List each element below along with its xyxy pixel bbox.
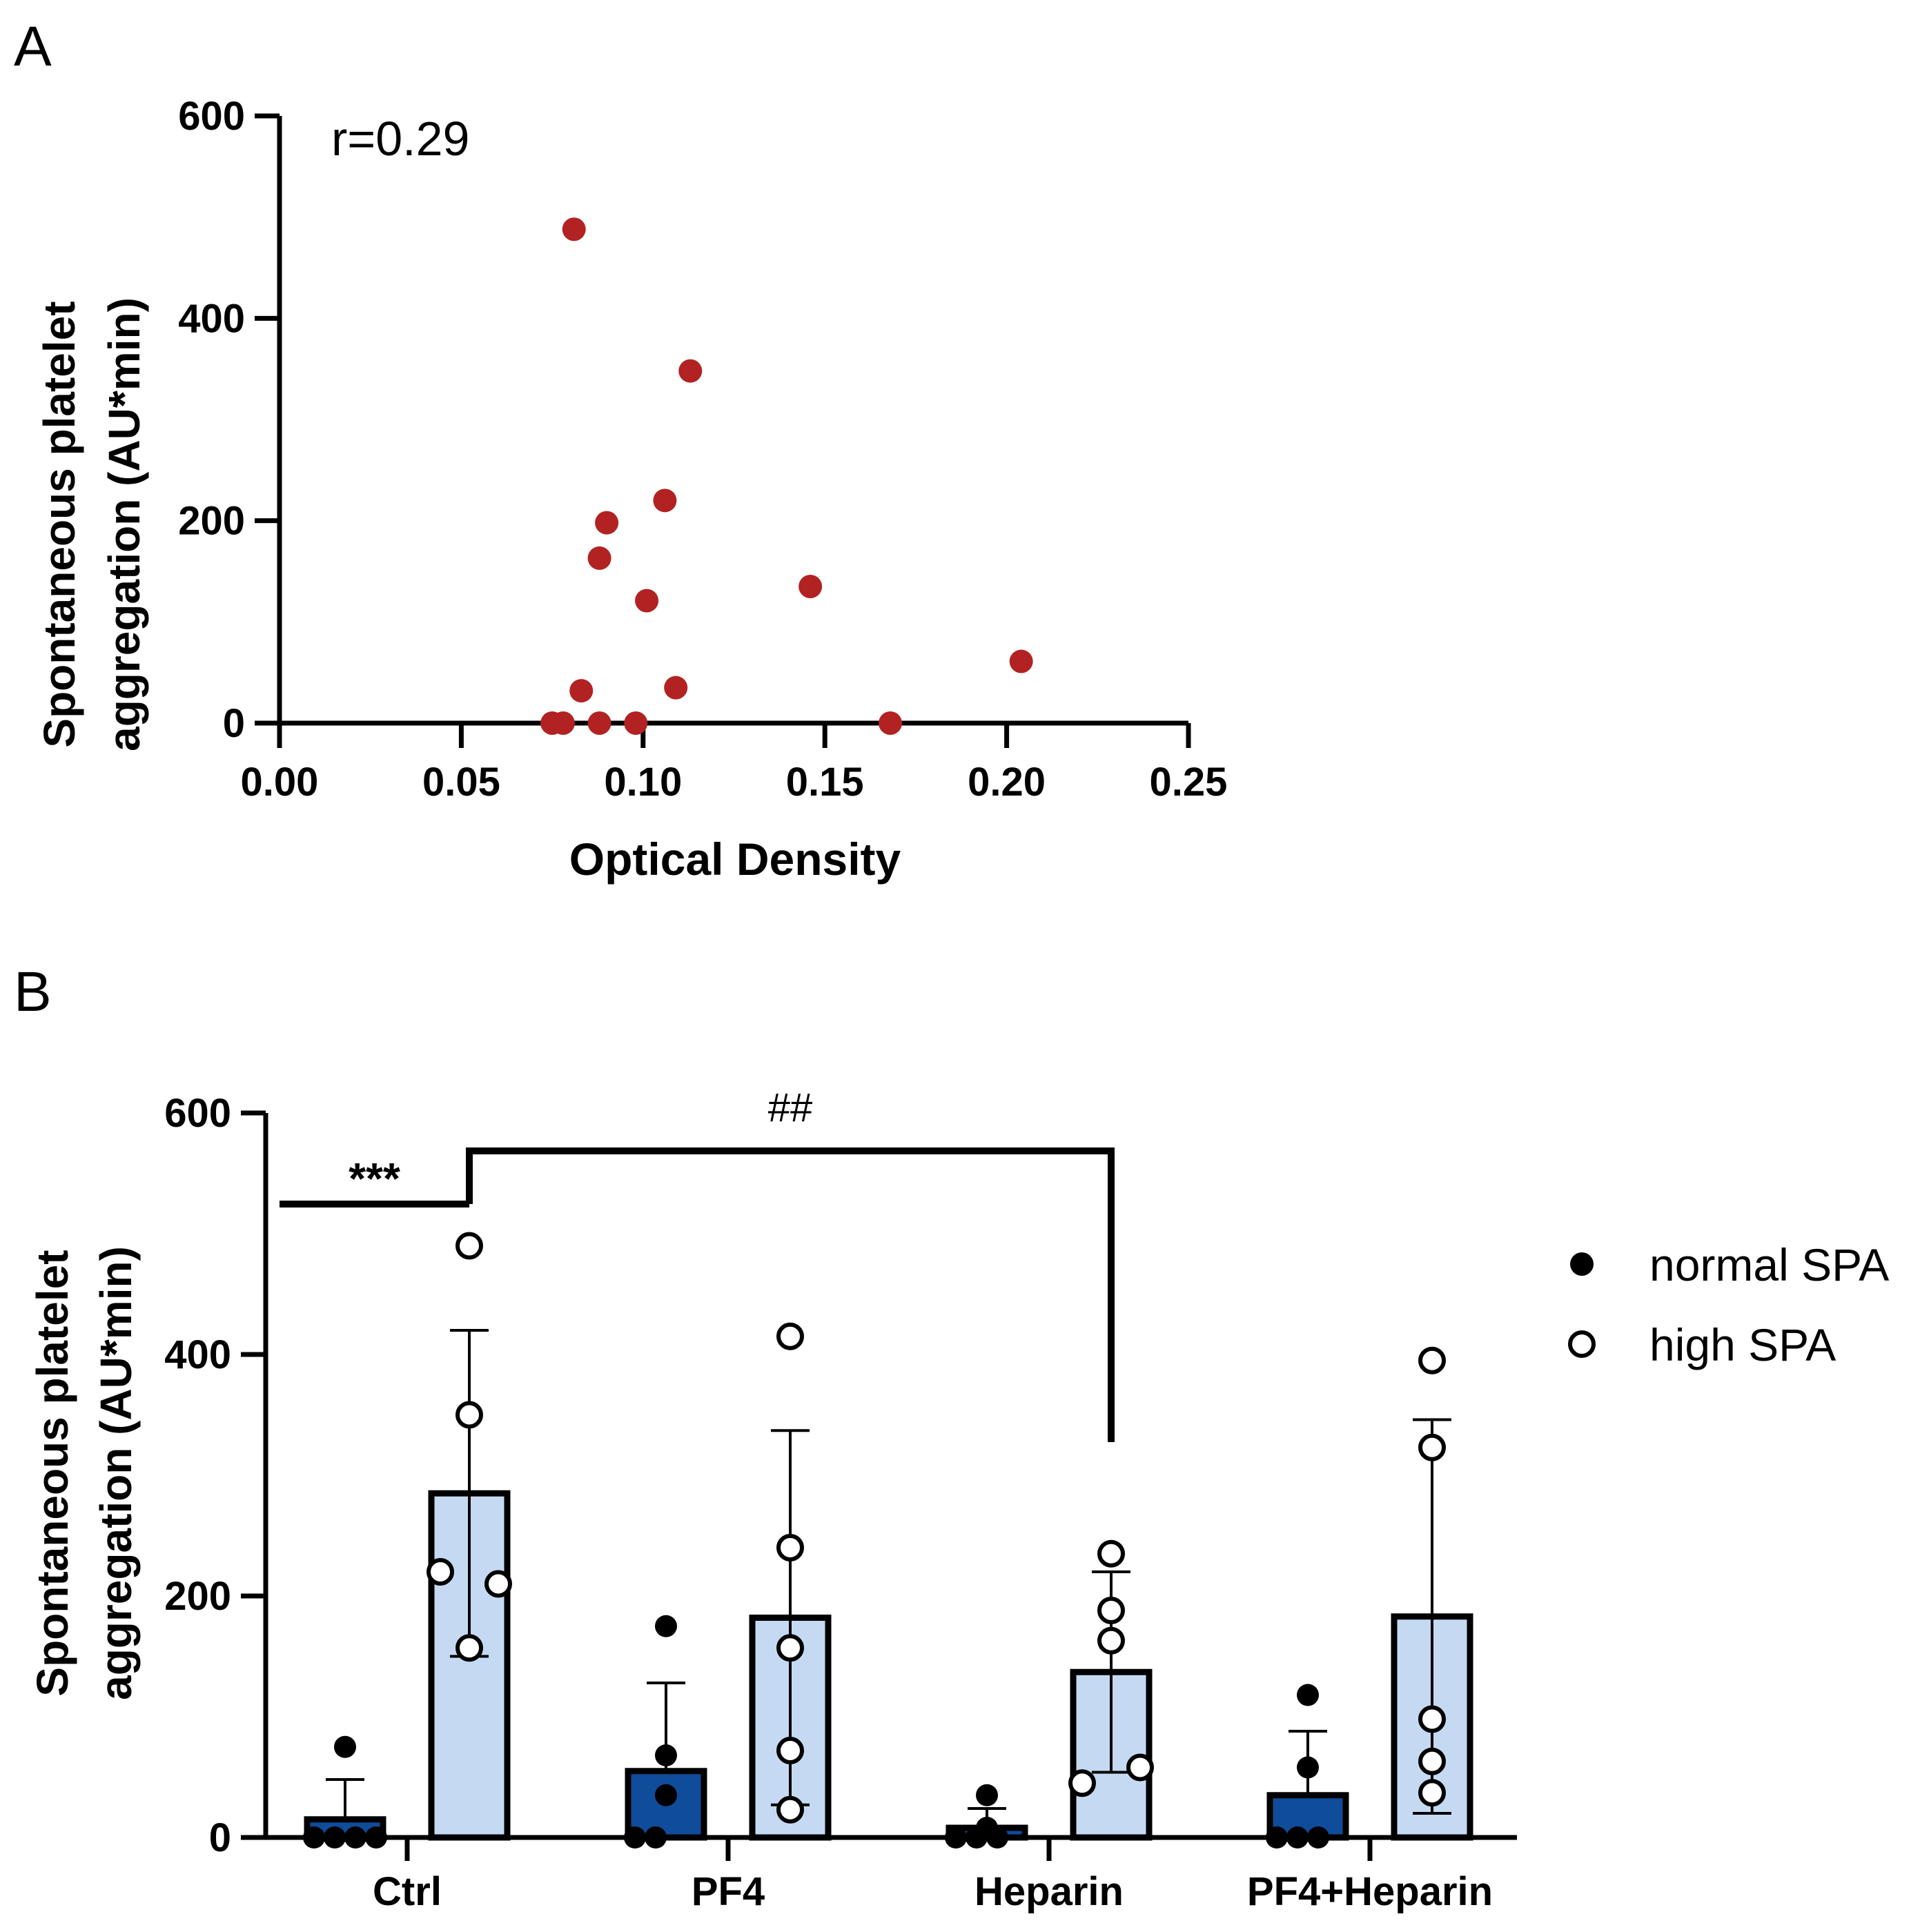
scatter-ylabel-line2: aggregation (AU*min) xyxy=(99,297,149,751)
scatter-point xyxy=(799,575,823,598)
bracket-ctrl-high-vs-heparin-high xyxy=(466,1147,1115,1442)
legend-normal-marker xyxy=(1570,1252,1594,1276)
scatter-x-tick-label: 0.25 xyxy=(1150,760,1228,805)
significance-label-stars: *** xyxy=(349,1154,400,1203)
scatter-ylabel-line1: Spontaneous platelet xyxy=(35,301,84,747)
scatter-x-tick-label: 0.05 xyxy=(422,760,500,805)
bar-chart: Ctrl PF4 Heparin PF4+Heparin 0 200 400 600 *** #… xyxy=(28,1085,1889,1914)
point-high-spa xyxy=(776,1795,804,1824)
point-high-spa xyxy=(1097,1597,1125,1624)
scatter-y-tick-label: 600 xyxy=(178,94,245,139)
scatter-point xyxy=(551,711,575,735)
scatter-x-tick-label: 0.10 xyxy=(604,760,682,805)
significance-brackets: *** ## xyxy=(280,1085,1115,1442)
scatter-point xyxy=(595,511,619,535)
scatter-annotation: r=0.29 xyxy=(331,112,469,166)
scatter-point xyxy=(635,589,659,613)
scatter-ticks: 0.00 0.05 0.10 0.15 0.20 0.25 0 200 400 600 xyxy=(178,94,1227,805)
point-high-spa xyxy=(1097,1539,1125,1568)
point-high-spa xyxy=(1418,1346,1446,1374)
scatter-point xyxy=(624,711,648,735)
point-normal-spa xyxy=(655,1615,677,1637)
scatter-point xyxy=(664,676,688,700)
bar-ylabel-line2: aggregation (AU*min) xyxy=(91,1246,141,1700)
scatter-point xyxy=(653,489,677,513)
bar-y-tick-label: 400 xyxy=(164,1332,231,1377)
point-high-spa xyxy=(1418,1747,1446,1775)
scatter-points xyxy=(540,217,1033,735)
legend: normal SPA high SPA xyxy=(1568,1239,1889,1370)
bar-x-tick-label: Heparin xyxy=(974,1869,1124,1914)
scatter-point xyxy=(1009,649,1033,673)
scatter-x-tick-label: 0.15 xyxy=(786,760,864,805)
bar-x-tick-label: PF4 xyxy=(692,1869,765,1914)
point-normal-spa xyxy=(1297,1756,1319,1779)
panel-a-label: A xyxy=(14,15,52,78)
point-high-spa xyxy=(1126,1753,1154,1782)
point-high-spa xyxy=(776,1534,804,1561)
scatter-point xyxy=(562,217,586,241)
point-high-spa xyxy=(1418,1779,1446,1807)
point-normal-spa xyxy=(334,1735,356,1758)
scatter-x-tick-label: 0.00 xyxy=(241,760,319,805)
point-normal-spa xyxy=(655,1784,677,1806)
scatter-y-tick-label: 200 xyxy=(178,499,245,544)
bar-y-tick-label: 200 xyxy=(164,1574,231,1619)
scatter-y-tick-label: 400 xyxy=(178,296,245,341)
significance-label-hash: ## xyxy=(768,1085,813,1130)
bar-ylabel-line1: Spontaneous platelet xyxy=(28,1250,77,1696)
point-high-spa xyxy=(776,1634,804,1662)
scatter-x-tick-label: 0.20 xyxy=(968,760,1046,805)
point-high-spa xyxy=(776,1322,804,1350)
bar-y-tick-label: 600 xyxy=(164,1091,231,1136)
bar-y-tick-label: 0 xyxy=(209,1815,231,1860)
bar-series xyxy=(304,1490,1473,1841)
bar-points xyxy=(303,1232,1446,1849)
point-high-spa xyxy=(776,1737,804,1764)
scatter-point xyxy=(587,711,611,735)
scatter-point xyxy=(569,679,594,703)
point-high-spa xyxy=(1068,1769,1096,1797)
bar-x-tick-label: Ctrl xyxy=(373,1869,442,1914)
bar-axes xyxy=(263,1113,1517,1840)
scatter-xlabel: Optical Density xyxy=(569,834,901,885)
legend-normal-label: normal SPA xyxy=(1649,1239,1889,1290)
point-high-spa xyxy=(455,1634,483,1662)
bar-x-tick-label: PF4+Heparin xyxy=(1247,1869,1493,1914)
point-normal-spa xyxy=(976,1784,998,1806)
bar-ticks: Ctrl PF4 Heparin PF4+Heparin 0 200 400 600 xyxy=(164,1091,1493,1914)
scatter-axes xyxy=(277,116,1188,726)
scatter-point xyxy=(587,546,611,570)
point-high-spa xyxy=(1097,1626,1125,1655)
point-high-spa xyxy=(1418,1433,1446,1461)
scatter-chart: 0.00 0.05 0.10 0.15 0.20 0.25 0 200 400 600 r=0.2… xyxy=(35,94,1227,885)
point-normal-spa xyxy=(1297,1684,1319,1706)
point-normal-spa xyxy=(655,1744,677,1766)
point-high-spa xyxy=(455,1401,483,1429)
scatter-y-tick-label: 0 xyxy=(223,701,245,746)
point-high-spa xyxy=(455,1232,483,1260)
scatter-point xyxy=(879,711,903,735)
panel-b-label: B xyxy=(14,960,52,1023)
point-high-spa xyxy=(427,1558,454,1586)
legend-high-label: high SPA xyxy=(1649,1319,1836,1370)
point-high-spa xyxy=(484,1570,512,1598)
scatter-point xyxy=(678,359,703,383)
legend-high-marker xyxy=(1568,1330,1596,1358)
point-high-spa xyxy=(1418,1705,1446,1733)
